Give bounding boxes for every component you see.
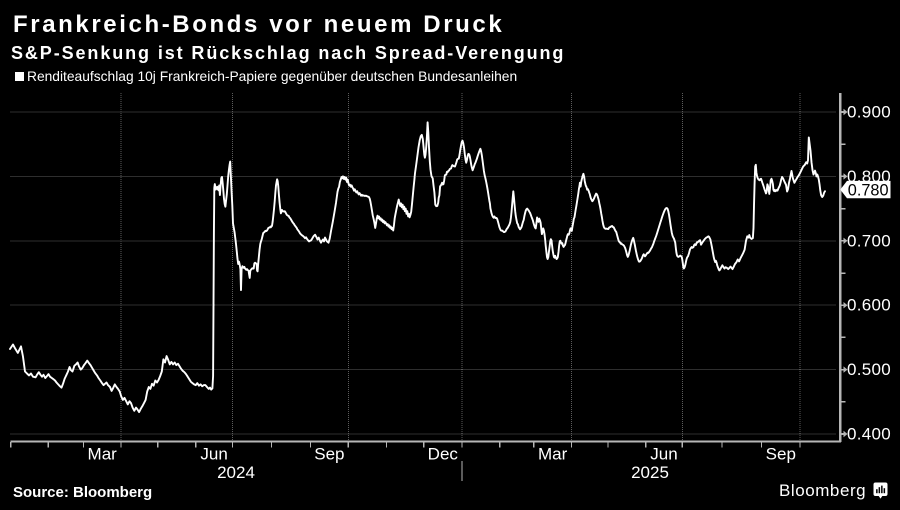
svg-text:Mar: Mar — [88, 445, 118, 464]
svg-text:0.400: 0.400 — [847, 425, 891, 444]
svg-text:0.600: 0.600 — [847, 296, 891, 315]
svg-text:Jun: Jun — [650, 445, 677, 464]
svg-text:2024: 2024 — [217, 463, 255, 482]
svg-text:Sep: Sep — [314, 445, 344, 464]
svg-text:Dec: Dec — [428, 445, 459, 464]
svg-text:0.700: 0.700 — [847, 231, 891, 250]
svg-text:0.780: 0.780 — [848, 181, 889, 199]
svg-text:0.900: 0.900 — [847, 103, 891, 122]
svg-text:Mar: Mar — [538, 445, 568, 464]
svg-text:2025: 2025 — [631, 463, 669, 482]
svg-text:Sep: Sep — [766, 445, 796, 464]
svg-text:0.500: 0.500 — [847, 360, 891, 379]
svg-text:Jun: Jun — [200, 445, 227, 464]
